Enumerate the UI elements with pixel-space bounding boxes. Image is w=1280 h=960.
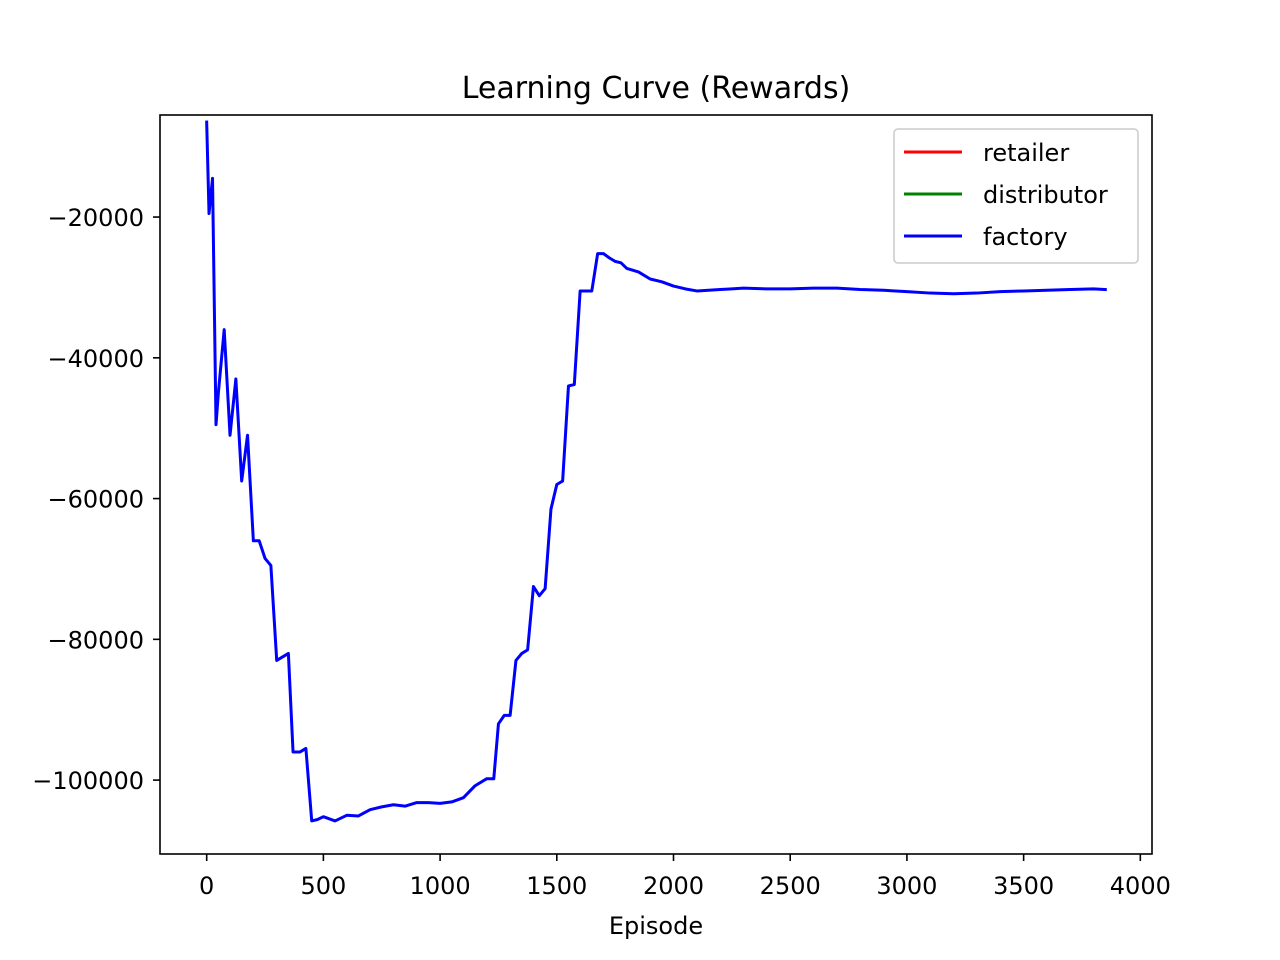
x-axis-label: Episode bbox=[609, 912, 703, 940]
y-tick-label: −60000 bbox=[48, 486, 144, 514]
y-axis: −20000 −40000 −60000 −80000 −100000 bbox=[32, 204, 160, 795]
x-tick-label: 2500 bbox=[760, 872, 821, 900]
x-tick-label: 500 bbox=[300, 872, 346, 900]
legend: retailer distributor factory bbox=[893, 128, 1139, 264]
legend-frame bbox=[893, 128, 1139, 264]
legend-label-factory: factory bbox=[983, 223, 1068, 251]
series-layer bbox=[205, 120, 1107, 823]
legend-label-retailer: retailer bbox=[983, 139, 1069, 167]
legend-label-distributor: distributor bbox=[983, 181, 1108, 209]
y-tick-label: −100000 bbox=[32, 767, 144, 795]
x-tick-label: 2000 bbox=[643, 872, 704, 900]
x-tick-label: 1000 bbox=[410, 872, 471, 900]
y-tick-label: −80000 bbox=[48, 626, 144, 654]
x-tick-label: 1500 bbox=[526, 872, 587, 900]
y-tick-label: −40000 bbox=[48, 345, 144, 373]
chart-title: Learning Curve (Rewards) bbox=[462, 71, 851, 106]
x-tick-label: 0 bbox=[199, 872, 214, 900]
y-tick-label: −20000 bbox=[48, 204, 144, 232]
plot-frame bbox=[159, 114, 1153, 855]
x-tick-label: 3500 bbox=[993, 872, 1054, 900]
x-tick-label: 3000 bbox=[876, 872, 937, 900]
x-axis: 0 500 1000 1500 2000 2500 3000 3500 4000 bbox=[199, 854, 1171, 900]
x-tick-label: 4000 bbox=[1110, 872, 1171, 900]
series-line-factory bbox=[205, 120, 1107, 823]
